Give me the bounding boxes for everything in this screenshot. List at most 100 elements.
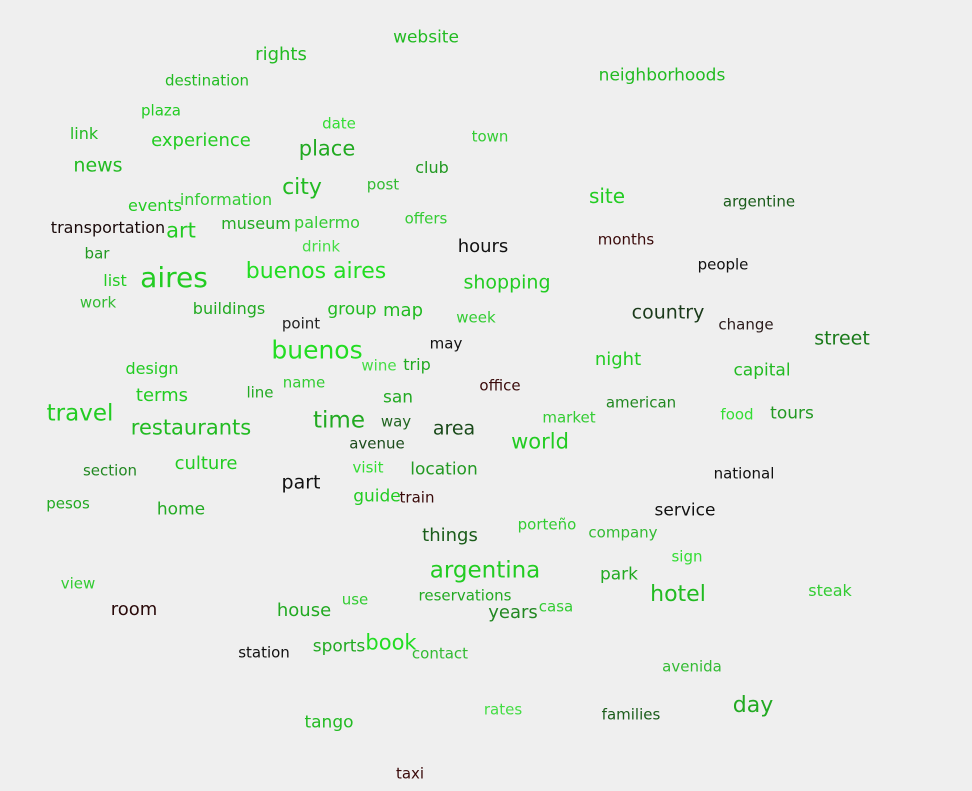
word-work: work xyxy=(79,293,117,312)
word-area: area xyxy=(432,417,476,440)
word-group: group xyxy=(327,299,377,320)
word-drink: drink xyxy=(301,237,341,256)
word-day: day xyxy=(732,693,774,718)
word-plaza: plaza xyxy=(141,101,181,120)
word-view: view xyxy=(60,574,96,593)
word-information: information xyxy=(179,190,273,209)
word-home: home xyxy=(156,499,206,520)
word-offers: offers xyxy=(404,209,448,228)
word-location: location xyxy=(410,459,478,480)
word-buenos: buenos xyxy=(271,335,363,365)
word-people: people xyxy=(697,255,749,274)
word-tango: tango xyxy=(304,712,354,733)
word-room: room xyxy=(110,599,158,620)
word-company: company xyxy=(588,523,658,542)
word-travel: travel xyxy=(46,400,114,427)
word-post: post xyxy=(366,175,400,194)
word-week: week xyxy=(456,308,496,327)
word-american: american xyxy=(605,393,677,412)
word-transportation: transportation xyxy=(50,218,166,237)
word-san: san xyxy=(382,387,414,408)
word-rights: rights xyxy=(255,44,307,65)
word-museum: museum xyxy=(221,214,291,233)
word-shopping: shopping xyxy=(463,271,551,294)
word-way: way xyxy=(380,412,412,431)
word-trip: trip xyxy=(403,355,431,374)
word-part: part xyxy=(281,471,321,494)
word-visit: visit xyxy=(352,458,384,477)
word-city: city xyxy=(282,175,322,200)
word-place: place xyxy=(298,136,356,161)
word-bar: bar xyxy=(84,244,110,263)
word-design: design xyxy=(125,359,179,378)
word-contact: contact xyxy=(411,644,469,663)
word-art: art xyxy=(166,218,196,243)
word-avenue: avenue xyxy=(349,434,405,453)
word-sign: sign xyxy=(671,547,703,566)
word-may: may xyxy=(429,334,463,353)
word-rates: rates xyxy=(483,700,523,719)
word-hotel: hotel xyxy=(650,582,706,607)
word-capital: capital xyxy=(733,360,791,381)
word-palermo: palermo xyxy=(294,213,360,232)
word-hours: hours xyxy=(457,236,509,257)
word-list: list xyxy=(103,271,127,290)
word-link: link xyxy=(69,124,99,143)
word-terms: terms xyxy=(135,385,189,406)
word-name: name xyxy=(282,373,326,392)
word-events: events xyxy=(128,196,182,215)
word-national: national xyxy=(713,464,775,483)
word-street: street xyxy=(814,327,870,350)
word-map: map xyxy=(383,300,423,321)
word-point: point xyxy=(281,314,321,333)
word-club: club xyxy=(415,158,449,177)
word-date: date xyxy=(322,114,356,133)
word-pesos: pesos xyxy=(46,494,90,513)
word-night: night xyxy=(594,349,642,370)
word-argentina: argentina xyxy=(429,557,541,584)
word-site: site xyxy=(588,184,626,208)
word-culture: culture xyxy=(174,453,238,474)
word-book: book xyxy=(365,630,417,655)
word-house: house xyxy=(276,600,332,621)
word-taxi: taxi xyxy=(395,764,425,783)
word-line: line xyxy=(246,383,274,402)
word-service: service xyxy=(654,500,716,521)
word-destination: destination xyxy=(164,71,250,90)
word-things: things xyxy=(422,525,478,546)
word-market: market xyxy=(542,408,596,427)
word-town: town xyxy=(471,127,509,146)
word-sports: sports xyxy=(312,636,366,657)
word-years: years xyxy=(488,602,538,623)
word-steak: steak xyxy=(808,581,852,600)
word-porteño: porteño xyxy=(517,515,577,534)
word-buenos-aires: buenos aires xyxy=(245,259,387,284)
word-buildings: buildings xyxy=(192,299,266,318)
word-experience: experience xyxy=(151,130,251,151)
word-tours: tours xyxy=(770,403,814,424)
word-casa: casa xyxy=(538,597,574,616)
word-time: time xyxy=(313,407,365,434)
word-guide: guide xyxy=(353,486,401,507)
word-station: station xyxy=(238,643,290,662)
word-news: news xyxy=(73,154,123,177)
word-families: families xyxy=(601,705,661,724)
word-neighborhoods: neighborhoods xyxy=(598,65,726,86)
word-restaurants: restaurants xyxy=(130,415,252,440)
word-website: website xyxy=(393,27,459,48)
word-use: use xyxy=(341,590,369,609)
word-world: world xyxy=(511,429,569,454)
word-office: office xyxy=(479,376,521,395)
word-aires: aires xyxy=(140,261,208,294)
word-food: food xyxy=(720,405,754,424)
word-section: section xyxy=(82,461,138,480)
word-months: months xyxy=(597,230,655,249)
word-change: change xyxy=(718,315,774,334)
word-argentine: argentine xyxy=(722,192,796,211)
word-country: country xyxy=(631,301,705,324)
word-avenida: avenida xyxy=(662,657,722,676)
word-reservations: reservations xyxy=(418,586,512,605)
word-train: train xyxy=(399,488,435,507)
word-wine: wine xyxy=(361,356,397,375)
